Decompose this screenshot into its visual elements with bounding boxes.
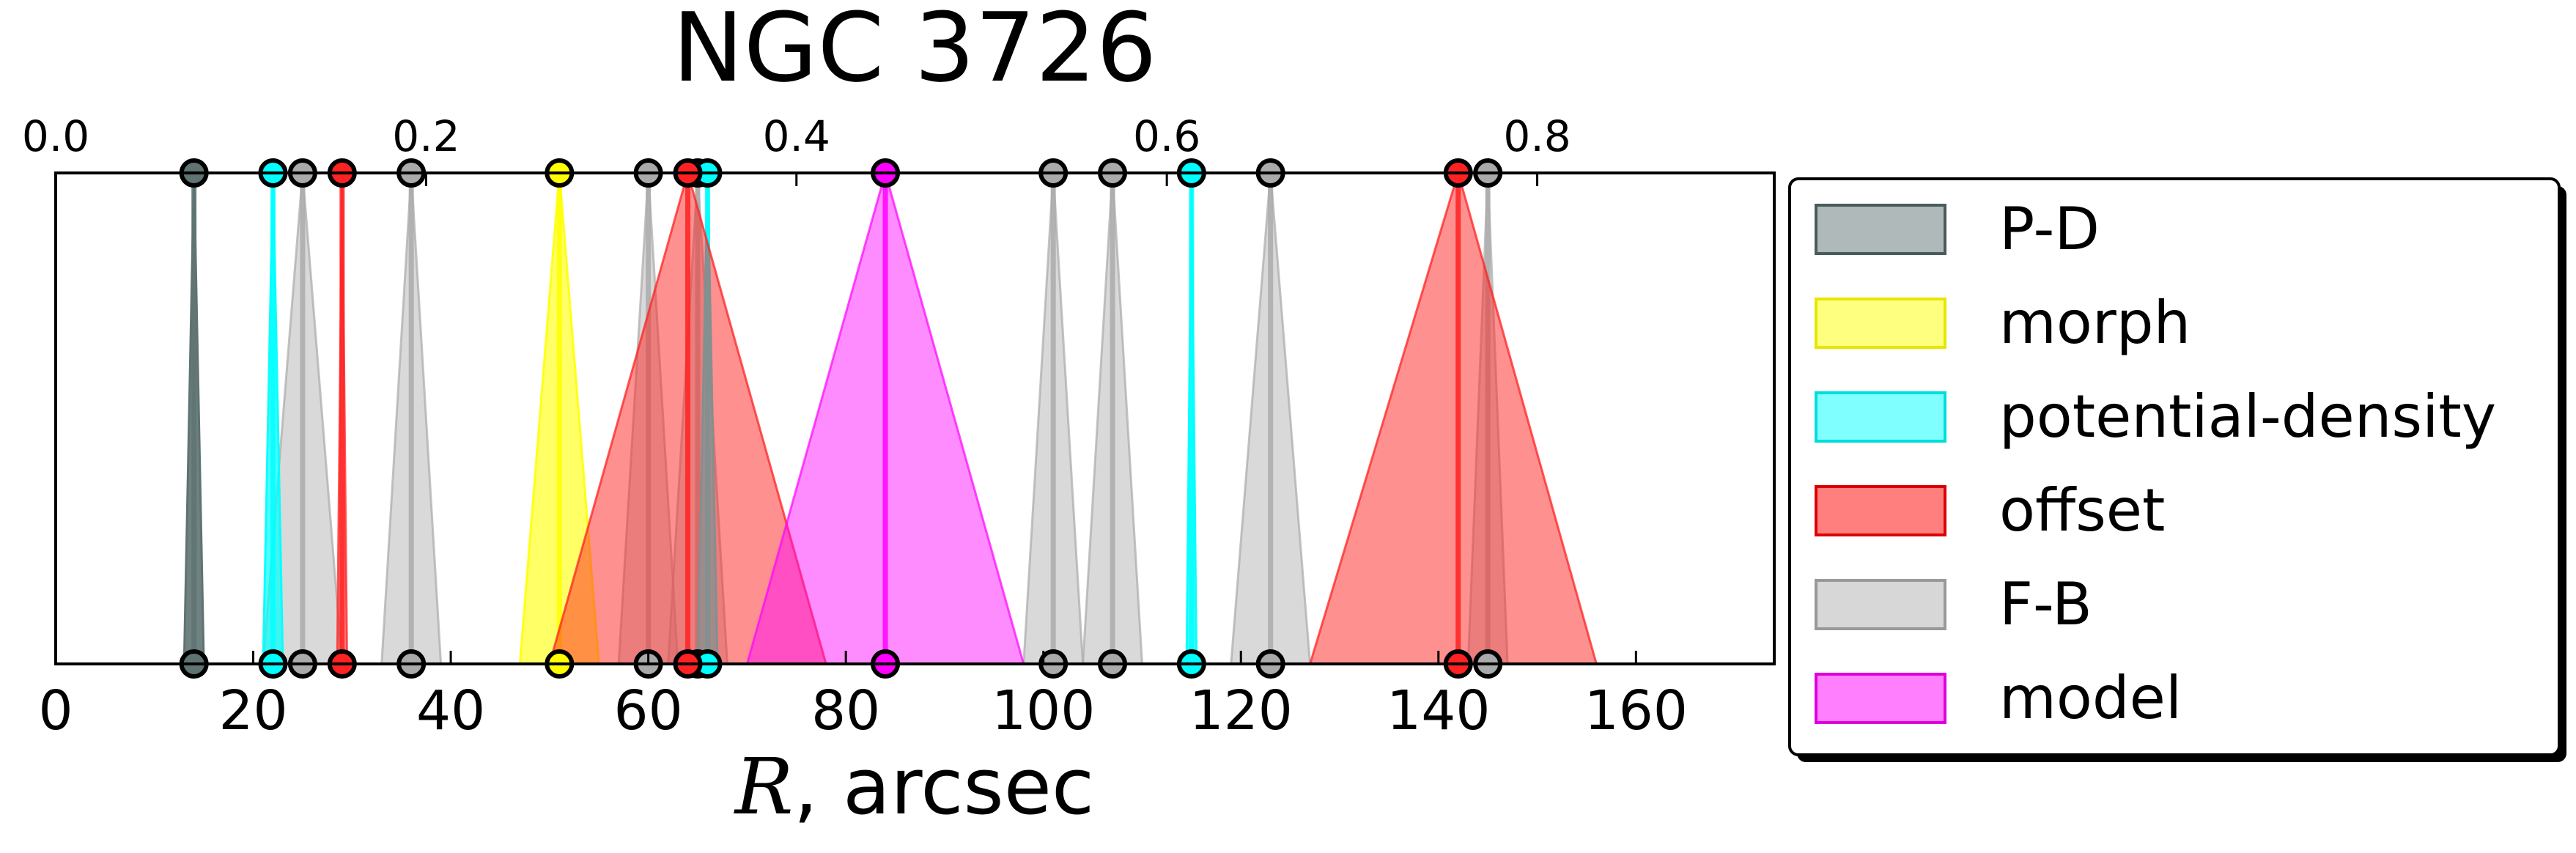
legend: P-D morph potential-density offset F-B model bbox=[1788, 177, 2566, 762]
plot-frame bbox=[54, 171, 1776, 665]
x-axis-label: R, arcsec bbox=[734, 742, 1094, 832]
legend-box bbox=[1788, 177, 2561, 756]
x-tick-label: 80 bbox=[811, 679, 880, 742]
top-tick-label: 0.4 bbox=[763, 111, 830, 161]
legend-label: model bbox=[1999, 664, 2182, 732]
x-tick-label: 120 bbox=[1189, 679, 1293, 742]
bottom-axis-ticks: 0 20 40 60 80 100 120 140 160 bbox=[38, 651, 1688, 742]
legend-label: morph bbox=[1999, 289, 2191, 357]
legend-swatch bbox=[1815, 673, 1946, 724]
x-axis-label-unit: , arcsec bbox=[794, 742, 1095, 832]
x-axis-label-var: R bbox=[734, 742, 794, 832]
top-tick-label: 0.2 bbox=[392, 111, 460, 161]
top-tick-label: 0.0 bbox=[22, 111, 89, 161]
legend-swatch bbox=[1815, 204, 1946, 255]
legend-swatch bbox=[1815, 298, 1946, 349]
top-axis-ticks: 0.0 0.2 0.4 0.6 0.8 bbox=[22, 111, 1571, 186]
x-tick-label: 20 bbox=[218, 679, 287, 742]
x-tick-label: 0 bbox=[38, 679, 73, 742]
legend-swatch bbox=[1815, 485, 1946, 536]
legend-swatch bbox=[1815, 391, 1946, 443]
x-tick-label: 60 bbox=[614, 679, 683, 742]
chart-marks bbox=[179, 158, 1598, 679]
legend-label: potential-density bbox=[1999, 383, 2496, 451]
top-tick-label: 0.6 bbox=[1133, 111, 1200, 161]
legend-label: offset bbox=[1999, 476, 2165, 544]
chart-title: NGC 3726 bbox=[673, 0, 1157, 103]
legend-swatch bbox=[1815, 579, 1946, 630]
top-tick-label: 0.8 bbox=[1503, 111, 1571, 161]
x-tick-label: 140 bbox=[1387, 679, 1490, 742]
x-tick-label: 40 bbox=[416, 679, 485, 742]
x-tick-label: 100 bbox=[992, 679, 1095, 742]
legend-label: P-D bbox=[1999, 195, 2100, 263]
x-tick-label: 160 bbox=[1584, 679, 1688, 742]
triangle-offset bbox=[1308, 169, 1598, 665]
legend-label: F-B bbox=[1999, 570, 2092, 638]
